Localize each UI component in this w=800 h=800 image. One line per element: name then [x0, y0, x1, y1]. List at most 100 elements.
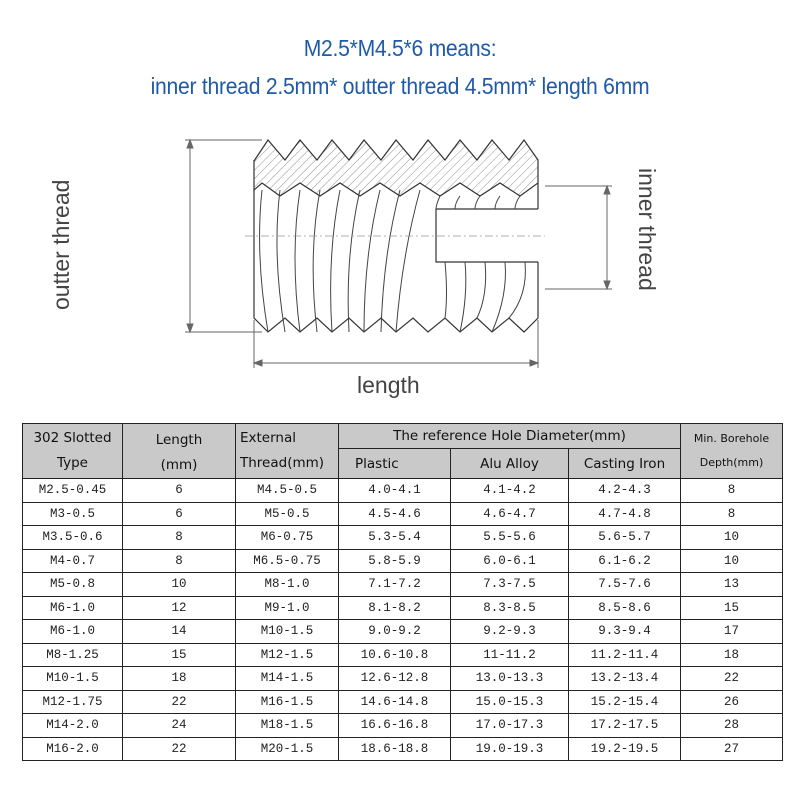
cell-external: M5-0.5	[235, 501, 339, 526]
cell-external: M9-1.0	[235, 595, 339, 620]
cell-length: 22	[122, 736, 236, 761]
cell-depth: 18	[680, 642, 784, 667]
cell-alu: 8.3-8.5	[450, 595, 569, 620]
length-label: length	[357, 372, 420, 398]
cell-alu: 11-11.2	[450, 642, 569, 667]
cell-alu: 5.5-5.6	[450, 525, 569, 550]
cell-type: M16-2.0	[22, 736, 123, 761]
table-row: M8-1.25 15 M12-1.5 10.6-10.8 11-11.2 11.2-11.…	[22, 642, 784, 667]
heading-line-2: inner thread 2.5mm* outter thread 4.5mm*…	[150, 73, 650, 99]
cell-alu: 19.0-19.3	[450, 736, 569, 761]
cell-type: M8-1.25	[22, 642, 123, 667]
cell-length: 8	[122, 525, 236, 550]
cell-iron: 4.2-4.3	[567, 478, 682, 503]
cell-external: M18-1.5	[235, 713, 339, 738]
cell-type: M3.5-0.6	[22, 525, 123, 550]
cell-external: M16-1.5	[235, 689, 339, 714]
header-hole-diameter-group: The reference Hole Diameter(mm)	[337, 423, 682, 449]
cell-external: M12-1.5	[235, 642, 339, 667]
cell-plastic: 7.1-7.2	[338, 572, 451, 597]
cell-type: M14-2.0	[22, 713, 123, 738]
header-length: Length (mm)	[122, 423, 236, 479]
cell-external: M10-1.5	[235, 619, 339, 644]
cell-iron: 5.6-5.7	[567, 525, 682, 550]
cell-external: M4.5-0.5	[235, 478, 339, 503]
cell-external: M14-1.5	[235, 666, 339, 691]
table-row: M3-0.5 6 M5-0.5 4.5-4.6 4.6-4.7 4.7-4.8 8	[22, 501, 784, 526]
cell-length: 15	[122, 642, 236, 667]
cell-plastic: 9.0-9.2	[338, 619, 451, 644]
table-row: M4-0.7 8 M6.5-0.75 5.8-5.9 6.0-6.1 6.1-6.2 10	[22, 548, 784, 573]
cell-length: 10	[122, 572, 236, 597]
table-row: M6-1.0 12 M9-1.0 8.1-8.2 8.3-8.5 8.5-8.6 15	[22, 595, 784, 620]
cell-depth: 13	[680, 572, 784, 597]
cell-iron: 15.2-15.4	[567, 689, 682, 714]
cell-alu: 15.0-15.3	[450, 689, 569, 714]
heading-line-1: M2.5*M4.5*6 means:	[303, 35, 497, 61]
cell-type: M3-0.5	[22, 501, 123, 526]
cell-alu: 7.3-7.5	[450, 572, 569, 597]
table-row: M16-2.0 22 M20-1.5 18.6-18.8 19.0-19.3 19.2-1…	[22, 736, 784, 761]
cell-plastic: 4.5-4.6	[338, 501, 451, 526]
cell-external: M6.5-0.75	[235, 548, 339, 573]
cell-depth: 26	[680, 689, 784, 714]
header-plastic: Plastic	[338, 448, 451, 479]
cell-length: 8	[122, 548, 236, 573]
cell-length: 22	[122, 689, 236, 714]
cell-length: 6	[122, 501, 236, 526]
table-row: M12-1.75 22 M16-1.5 14.6-14.8 15.0-15.3 15.2-…	[22, 689, 784, 714]
header-alu-alloy: Alu Alloy	[450, 448, 569, 479]
slot	[435, 208, 538, 263]
header-min-depth: Min. Borehole Depth(mm)	[680, 423, 784, 479]
cell-iron: 19.2-19.5	[567, 736, 682, 761]
cell-external: M6-0.75	[235, 525, 339, 550]
header-casting-iron: Casting Iron	[567, 448, 682, 479]
cell-plastic: 16.6-16.8	[338, 713, 451, 738]
cell-depth: 8	[680, 478, 784, 503]
cell-type: M6-1.0	[22, 595, 123, 620]
table-row: M3.5-0.6 8 M6-0.75 5.3-5.4 5.5-5.6 5.6-5.7 10	[22, 525, 784, 550]
cell-depth: 10	[680, 548, 784, 573]
table-row: M6-1.0 14 M10-1.5 9.0-9.2 9.2-9.3 9.3-9.4 17	[22, 619, 784, 644]
cell-plastic: 14.6-14.8	[338, 689, 451, 714]
cell-length: 12	[122, 595, 236, 620]
threaded-insert-diagram	[185, 138, 612, 368]
cell-depth: 22	[680, 666, 784, 691]
cell-type: M12-1.75	[22, 689, 123, 714]
cell-iron: 7.5-7.6	[567, 572, 682, 597]
cell-length: 14	[122, 619, 236, 644]
cell-iron: 9.3-9.4	[567, 619, 682, 644]
cell-depth: 28	[680, 713, 784, 738]
cell-iron: 8.5-8.6	[567, 595, 682, 620]
cell-depth: 15	[680, 595, 784, 620]
cell-iron: 13.2-13.4	[567, 666, 682, 691]
cell-alu: 13.0-13.3	[450, 666, 569, 691]
cell-plastic: 8.1-8.2	[338, 595, 451, 620]
cell-type: M5-0.8	[22, 572, 123, 597]
cell-depth: 8	[680, 501, 784, 526]
cell-plastic: 10.6-10.8	[338, 642, 451, 667]
spec-table: 302 Slotted Type Length (mm) External Threa…	[22, 423, 784, 761]
cell-iron: 11.2-11.4	[567, 642, 682, 667]
cell-type: M2.5-0.45	[22, 478, 123, 503]
cell-length: 18	[122, 666, 236, 691]
cell-type: M10-1.5	[22, 666, 123, 691]
cell-external: M8-1.0	[235, 572, 339, 597]
cell-plastic: 5.3-5.4	[338, 525, 451, 550]
outer-thread-label: outter thread	[48, 179, 74, 310]
cell-depth: 10	[680, 525, 784, 550]
cell-alu: 4.6-4.7	[450, 501, 569, 526]
header-external-thread: External Thread(mm)	[235, 423, 339, 479]
cell-depth: 17	[680, 619, 784, 644]
hatched-section	[253, 138, 539, 197]
table-row: M14-2.0 24 M18-1.5 16.6-16.8 17.0-17.3 17.2-1…	[22, 713, 784, 738]
cell-type: M4-0.7	[22, 548, 123, 573]
cell-alu: 9.2-9.3	[450, 619, 569, 644]
inner-thread-label: inner thread	[634, 168, 660, 291]
table-row: M5-0.8 10 M8-1.0 7.1-7.2 7.3-7.5 7.5-7.6 13	[22, 572, 784, 597]
cell-iron: 6.1-6.2	[567, 548, 682, 573]
cell-plastic: 5.8-5.9	[338, 548, 451, 573]
cell-alu: 17.0-17.3	[450, 713, 569, 738]
header-type: 302 Slotted Type	[22, 423, 123, 479]
cell-iron: 4.7-4.8	[567, 501, 682, 526]
